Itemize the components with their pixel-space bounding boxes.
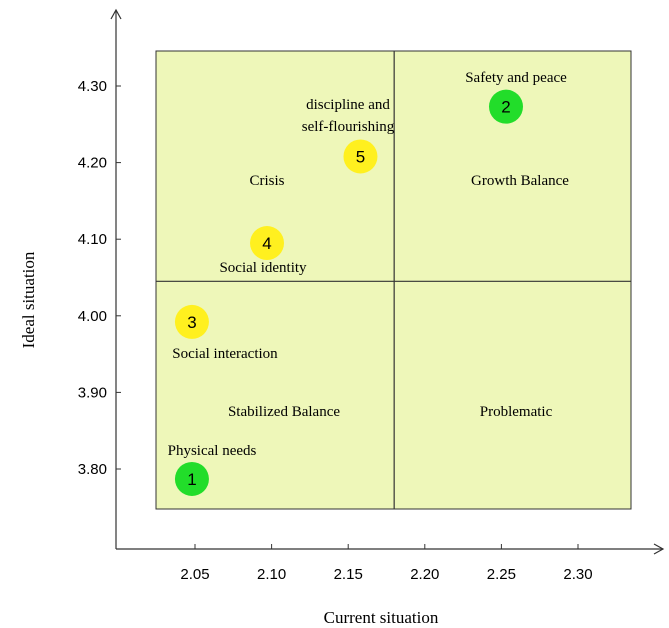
point-marker: [250, 226, 285, 261]
point-number: 3: [187, 313, 196, 332]
quadrant-label-top-left: Crisis: [249, 173, 284, 189]
point-label: Social interaction: [172, 346, 278, 362]
y-tick-label: 3.90: [78, 384, 107, 401]
data-point-1: 1 Physical needs: [168, 443, 257, 496]
quadrant-labels: Crisis Growth Balance Stabilized Balance Pr…: [228, 173, 569, 420]
y-tick-label: 4.00: [78, 308, 107, 325]
quadrant-label-top-right: Growth Balance: [471, 173, 569, 189]
point-marker: [174, 461, 209, 496]
y-tick-label: 4.10: [78, 231, 107, 248]
quadrant-label-bottom-left: Stabilized Balance: [228, 404, 340, 420]
y-axis-title: Ideal situation: [19, 251, 38, 348]
point-marker: [488, 89, 523, 124]
point-marker: [174, 304, 209, 339]
x-tick-label: 2.05: [180, 566, 209, 583]
x-tick-label: 2.10: [257, 566, 286, 583]
point-label: Social identity: [219, 260, 307, 276]
point-label: discipline and: [306, 97, 390, 113]
x-tick-label: 2.25: [487, 566, 516, 583]
y-tick-label: 4.30: [78, 78, 107, 95]
point-label: self-flourishing: [302, 119, 395, 135]
x-tick-label: 2.15: [334, 566, 363, 583]
point-marker: [343, 139, 378, 174]
data-point-3: 3 Social interaction: [172, 304, 278, 362]
point-number: 4: [262, 234, 271, 253]
point-number: 5: [356, 147, 365, 166]
point-number: 1: [187, 470, 196, 489]
y-tick-label: 4.20: [78, 155, 107, 172]
y-tick-label: 3.80: [78, 461, 107, 478]
points-layer: 1 Physical needs 2 Safety and peace 3 Social …: [168, 70, 567, 496]
data-point-2: 2 Safety and peace: [465, 70, 567, 124]
x-tick-label: 2.30: [563, 566, 592, 583]
point-label: Physical needs: [168, 443, 257, 459]
x-axis-title: Current situation: [324, 608, 439, 627]
point-label: Safety and peace: [465, 70, 567, 86]
point-number: 2: [501, 98, 510, 117]
plot-area: [155, 50, 632, 510]
y-axis-arrow-icon: [110, 8, 122, 20]
x-axis-arrow-icon: [653, 543, 665, 555]
data-point-5: 5 discipline and self-flourishing: [302, 97, 395, 174]
x-tick-label: 2.20: [410, 566, 439, 583]
ticks-layer: 2.05 2.10 2.15 2.20 2.25 2.30 3.80 3.90 4.00 4.10…: [78, 78, 593, 583]
quadrant-label-bottom-right: Problematic: [480, 404, 553, 420]
data-point-4: 4 Social identity: [219, 226, 307, 276]
